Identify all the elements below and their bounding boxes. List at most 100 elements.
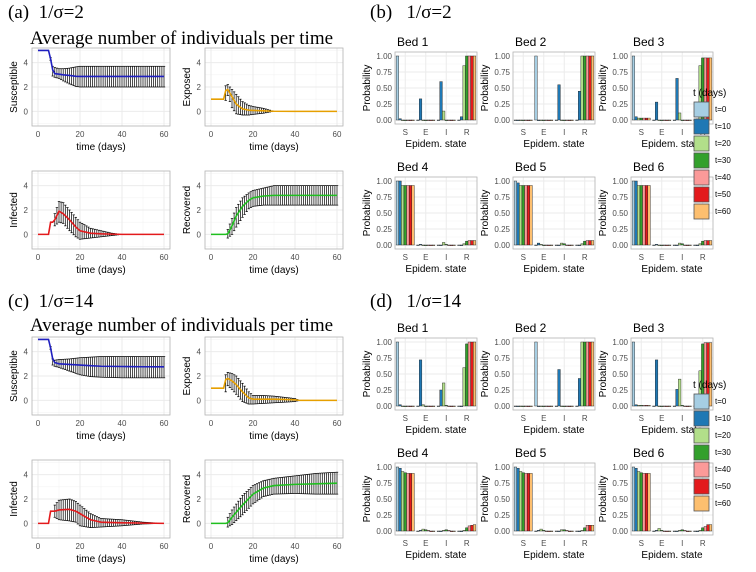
bar-I-t=0 (436, 119, 440, 121)
bar-I-t=40 (447, 119, 451, 121)
x-tick-label: R (464, 253, 470, 262)
bar-I-t=40 (683, 405, 687, 407)
bar-E-t=30 (542, 244, 546, 246)
x-tick-label: 20 (249, 130, 258, 139)
plot-border (204, 47, 344, 127)
legend: t (days) t=0 t=10 t=20 t=30 t=40 t=50 t=60 (693, 88, 731, 220)
bar-R-t=50 (588, 240, 592, 246)
plot-border (204, 170, 344, 250)
bar-S-t=30 (521, 119, 525, 121)
bar-S-t=40 (406, 185, 410, 246)
bar-S-t=20 (401, 185, 405, 246)
bar-I-t=60 (452, 119, 456, 121)
panel-a-title: Average number of individuals per time (30, 28, 334, 49)
x-tick-label: I (563, 539, 565, 548)
x-tick-label: S (639, 414, 644, 423)
bar-R-t=20 (580, 530, 584, 532)
bar-I-t=50 (567, 405, 571, 407)
y-axis-title: Probability (480, 476, 491, 523)
bar-S-t=40 (406, 473, 410, 532)
bar-S-t=20 (401, 405, 405, 407)
bar-R-t=30 (465, 240, 469, 246)
bed-title: Bed 1 (397, 321, 429, 335)
bar-I-t=50 (449, 119, 453, 121)
bar-I-t=10 (675, 389, 679, 407)
x-tick-label: 60 (160, 419, 169, 428)
plot-border (630, 337, 714, 411)
bar-R-t=40 (467, 525, 471, 532)
bar-S-t=20 (519, 119, 523, 121)
legend-label: t=40 (715, 465, 731, 474)
bar-R-t=10 (696, 244, 700, 246)
x-tick-label: I (681, 539, 683, 548)
bar-S-t=0 (395, 55, 399, 121)
bar-I-t=0 (672, 119, 676, 121)
x-axis-title: time (days) (249, 265, 298, 276)
x-tick-label: 20 (249, 253, 258, 262)
legend-title: t (days) (693, 380, 726, 391)
bar-I-t=0 (554, 405, 558, 407)
y-tick-label: 0.50 (376, 209, 392, 218)
x-tick-label: I (445, 128, 447, 137)
panel-c-title: Average number of individuals per time (30, 315, 334, 336)
legend-label: t=50 (715, 190, 731, 199)
bar-R-t=40 (703, 526, 707, 532)
y-tick-label: 0.75 (612, 479, 628, 488)
legend-swatch-t=20 (693, 135, 710, 152)
bar-R-t=60 (473, 55, 477, 121)
bar-R-t=20 (580, 55, 584, 121)
x-tick-label: 40 (291, 253, 300, 262)
bar-E-t=0 (652, 119, 656, 121)
bar-S-t=40 (642, 185, 646, 246)
y-tick-label: 0.00 (612, 116, 628, 125)
bar-E-t=0 (416, 405, 420, 407)
x-tick-label: 60 (160, 130, 169, 139)
bar-R-t=40 (585, 341, 589, 407)
bar-E-t=60 (432, 244, 436, 246)
x-tick-label: 0 (36, 253, 41, 262)
bar-E-t=40 (662, 405, 666, 407)
bar-E-t=20 (421, 244, 425, 246)
y-axis-title: Susceptible (9, 350, 20, 402)
bar-S-t=0 (513, 180, 517, 246)
legend-swatch-t=60 (693, 495, 710, 512)
bar-S-t=30 (639, 405, 643, 407)
bar-E-t=50 (547, 119, 551, 121)
x-axis-title: Epidem. state (641, 550, 703, 561)
bar-R-t=0 (575, 119, 579, 121)
bar-R-t=60 (473, 524, 477, 532)
x-tick-label: S (521, 128, 526, 137)
x-tick-label: R (464, 414, 470, 423)
bar-I-t=0 (672, 405, 676, 407)
bar-R-t=20 (462, 530, 466, 532)
bar-E-t=10 (537, 119, 541, 121)
x-tick-label: 40 (291, 419, 300, 428)
bar-I-t=40 (683, 119, 687, 121)
subplot-infected: 0 20 40 60 0 2 4 time (days) Infected (9, 170, 171, 276)
bar-E-t=30 (424, 119, 428, 121)
plot-border (630, 176, 714, 250)
bar-S-t=10 (516, 119, 520, 121)
bar-I-t=20 (678, 530, 682, 532)
x-tick-label: R (582, 128, 588, 137)
bar-E-t=40 (426, 530, 430, 532)
x-tick-label: 60 (333, 130, 342, 139)
x-axis-title: Epidem. state (523, 550, 585, 561)
x-tick-label: 0 (209, 542, 214, 551)
y-tick-label: 0.50 (376, 495, 392, 504)
bar-E-t=30 (660, 530, 664, 532)
bar-R-t=50 (706, 240, 710, 246)
bar-S-t=40 (524, 119, 528, 121)
x-tick-label: 40 (291, 130, 300, 139)
x-tick-label: S (639, 128, 644, 137)
x-tick-label: S (403, 539, 408, 548)
legend-label: t=20 (715, 431, 731, 440)
y-tick-label: 1.00 (494, 52, 510, 61)
legend-swatch-t=20 (693, 427, 710, 444)
bar-I-t=50 (685, 119, 689, 121)
y-tick-label: 0 (197, 519, 202, 528)
bar-I-t=50 (567, 530, 571, 532)
y-tick-label: 0 (197, 396, 202, 405)
bar-I-t=60 (570, 119, 574, 121)
x-tick-label: S (521, 253, 526, 262)
